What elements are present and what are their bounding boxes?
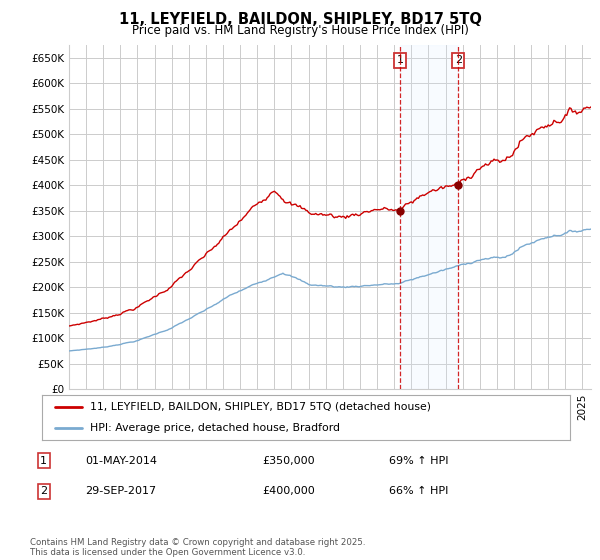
Text: 1: 1 [397,55,403,66]
Text: 2: 2 [455,55,462,66]
Text: 66% ↑ HPI: 66% ↑ HPI [389,487,448,496]
Text: Contains HM Land Registry data © Crown copyright and database right 2025.
This d: Contains HM Land Registry data © Crown c… [30,538,365,557]
Text: 01-MAY-2014: 01-MAY-2014 [85,456,157,465]
Text: 11, LEYFIELD, BAILDON, SHIPLEY, BD17 5TQ (detached house): 11, LEYFIELD, BAILDON, SHIPLEY, BD17 5TQ… [89,402,431,412]
Text: 69% ↑ HPI: 69% ↑ HPI [389,456,448,465]
Bar [400,45,458,389]
Text: £350,000: £350,000 [262,456,314,465]
Text: 29-SEP-2017: 29-SEP-2017 [85,487,157,496]
Text: 2: 2 [40,487,47,496]
Text: 1: 1 [40,456,47,465]
Text: HPI: Average price, detached house, Bradford: HPI: Average price, detached house, Brad… [89,422,340,432]
Text: 11, LEYFIELD, BAILDON, SHIPLEY, BD17 5TQ: 11, LEYFIELD, BAILDON, SHIPLEY, BD17 5TQ [119,12,481,27]
Text: £400,000: £400,000 [262,487,314,496]
Text: Price paid vs. HM Land Registry's House Price Index (HPI): Price paid vs. HM Land Registry's House … [131,24,469,36]
